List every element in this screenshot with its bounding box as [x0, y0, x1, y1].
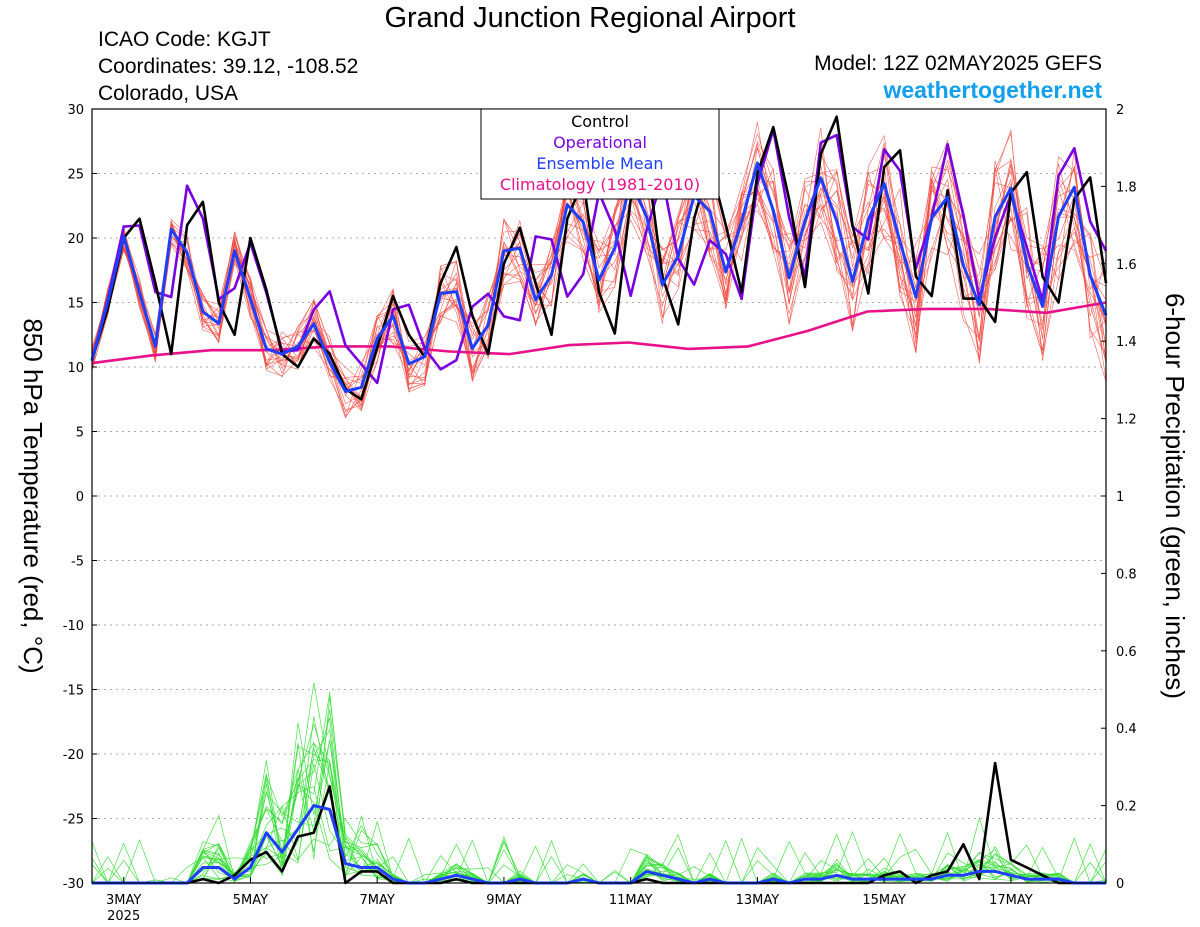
left-tick-label: -30: [63, 877, 84, 892]
legend-ensemble-mean: Ensemble Mean: [536, 154, 663, 173]
right-tick-label: 1.6: [1116, 258, 1137, 273]
left-tick-label: -5: [71, 555, 84, 570]
brand-link[interactable]: weathertogether.net: [883, 77, 1102, 103]
right-tick-label: 1.4: [1116, 335, 1137, 350]
model-run: Model: 12Z 02MAY2025 GEFS: [814, 52, 1102, 75]
legend: Control Operational Ensemble Mean Climat…: [480, 108, 720, 200]
left-tick-label: 0: [76, 490, 84, 505]
right-tick-label: 0.4: [1116, 722, 1137, 737]
right-tick-label: 0.2: [1116, 800, 1137, 815]
left-tick-label: 30: [67, 103, 84, 118]
control-temperature-line: [90, 115, 1108, 401]
region: Colorado, USA: [98, 82, 239, 105]
icao-code: ICAO Code: KGJT: [98, 28, 271, 51]
x-tick-label: 13MAY: [736, 893, 780, 908]
ensemble-mean-temperature-line: [90, 161, 1108, 393]
left-tick-label: -20: [63, 748, 84, 763]
right-axis-label: 6-hour Precipitation (green, inches): [1160, 293, 1190, 699]
x-tick-label: 17MAY: [989, 893, 1033, 908]
right-tick-label: 1: [1116, 490, 1124, 505]
axes: -30-25-20-15-10-505101520253000.20.40.60…: [63, 103, 1137, 924]
x-tick-label: 9MAY: [486, 893, 521, 908]
legend-climatology: Climatology (1981-2010): [500, 175, 700, 194]
left-tick-label: 10: [67, 361, 84, 376]
temperature-member-line: [91, 159, 1107, 418]
chart-title: Grand Junction Regional Airport: [384, 2, 796, 34]
right-tick-label: 1.2: [1116, 413, 1137, 428]
climatology-line: [91, 301, 1107, 365]
x-tick-label: 11MAY: [609, 893, 653, 908]
right-tick-label: 2: [1116, 103, 1124, 118]
left-tick-label: 20: [67, 232, 84, 247]
right-tick-label: 0.6: [1116, 645, 1137, 660]
legend-operational: Operational: [553, 133, 647, 152]
legend-box: [480, 108, 720, 200]
x-tick-label: 15MAY: [862, 893, 906, 908]
left-axis-label: 850 hPa Temperature (red, °C): [18, 318, 48, 673]
right-tick-label: 0: [1116, 877, 1124, 892]
right-tick-label: 0.8: [1116, 567, 1137, 582]
legend-control: Control: [571, 112, 629, 131]
coordinates: Coordinates: 39.12, -108.52: [98, 55, 359, 78]
temperature-member-line: [91, 122, 1107, 397]
left-tick-label: -10: [63, 619, 84, 634]
left-tick-label: 15: [67, 297, 84, 312]
x-tick-label: 3MAY: [106, 893, 141, 908]
right-tick-label: 1.8: [1116, 180, 1137, 195]
x-tick-label: 5MAY: [233, 893, 268, 908]
left-tick-label: -15: [63, 684, 84, 699]
left-tick-label: -25: [63, 813, 84, 828]
left-tick-label: 25: [67, 168, 84, 183]
x-tick-label: 7MAY: [360, 893, 395, 908]
left-tick-label: 5: [76, 426, 84, 441]
x-tick-year: 2025: [107, 909, 140, 924]
